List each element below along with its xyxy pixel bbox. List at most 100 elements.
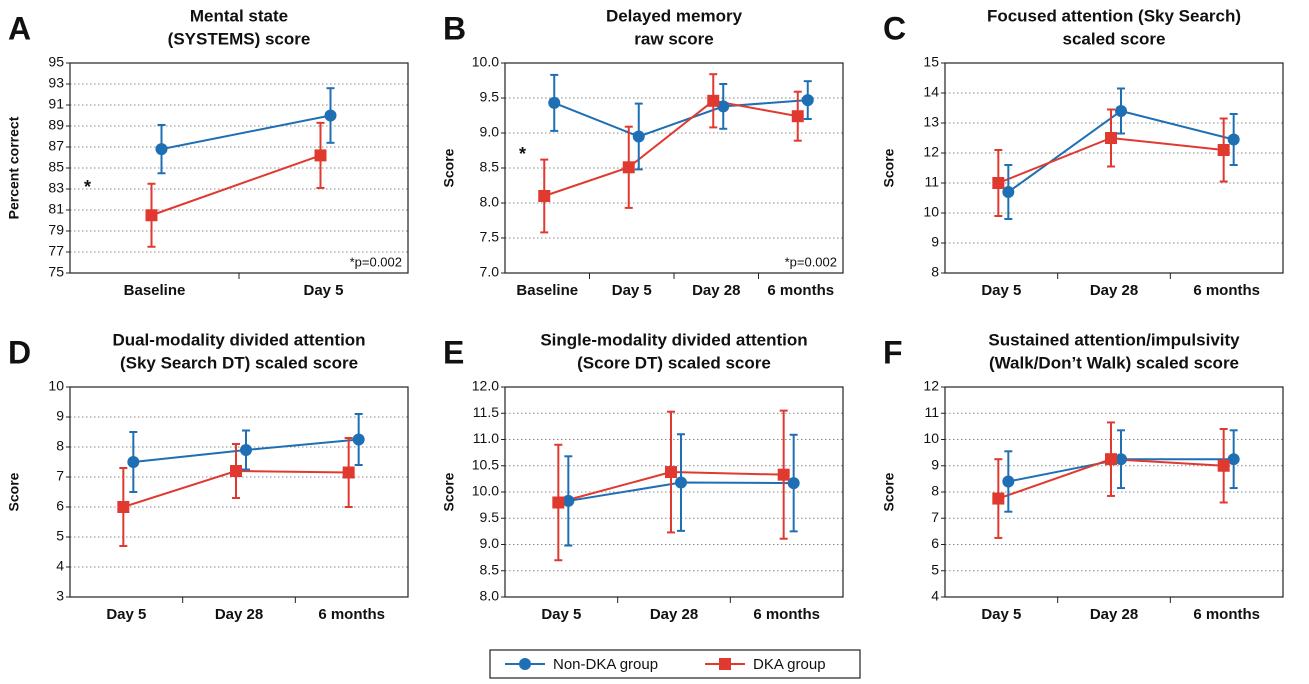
y-tick-label: 8 <box>56 438 64 454</box>
y-tick-label: 8.0 <box>480 588 500 604</box>
y-tick-label: 10 <box>48 378 64 394</box>
y-tick-label: 3 <box>56 588 64 604</box>
x-tick-label: Day 5 <box>541 606 581 623</box>
marker <box>1002 186 1015 198</box>
y-tick-label: 8 <box>931 264 939 280</box>
y-tick-label: 93 <box>48 75 64 91</box>
x-tick-label: 6 months <box>1193 282 1260 299</box>
legend-box <box>489 649 861 679</box>
x-tick-label: 6 months <box>1193 606 1260 623</box>
y-tick-label: 9.0 <box>480 124 500 140</box>
y-tick-label: 9 <box>56 408 64 424</box>
chart-title: Dual-modality divided attention <box>112 330 365 349</box>
y-tick-label: 12 <box>923 144 939 160</box>
panel-label: D <box>8 334 31 370</box>
legend-label: DKA group <box>753 656 826 673</box>
marker <box>155 143 168 156</box>
marker <box>1115 105 1127 117</box>
chart-title: Delayed memory <box>606 6 743 25</box>
y-tick-label: 6 <box>56 498 64 514</box>
panel-label: A <box>8 10 31 46</box>
y-tick-label: 87 <box>48 138 64 154</box>
y-axis-label: Score <box>881 148 897 187</box>
chart-title: Single-modality divided attention <box>540 330 807 349</box>
chart-title: raw score <box>634 29 713 48</box>
y-axis-label: Score <box>441 148 457 187</box>
x-tick-label: 6 months <box>767 282 834 299</box>
y-tick-label: 11 <box>924 404 939 420</box>
series-line <box>151 154 321 217</box>
marker <box>548 96 561 109</box>
chart-title: (Sky Search DT) scaled score <box>120 353 358 372</box>
y-tick-label: 79 <box>48 222 64 238</box>
y-tick-label: 85 <box>48 159 64 175</box>
x-tick-label: Day 5 <box>981 282 1021 299</box>
y-tick-label: 89 <box>48 117 64 133</box>
marker <box>1217 459 1230 472</box>
panel-label: F <box>883 334 903 370</box>
y-tick-label: 9.0 <box>480 535 500 551</box>
marker <box>675 476 687 489</box>
panel-label: E <box>443 334 464 370</box>
marker <box>707 94 720 107</box>
marker <box>117 501 130 513</box>
marker <box>538 190 551 202</box>
x-tick-label: Day 28 <box>215 606 263 623</box>
marker <box>127 456 140 468</box>
y-tick-label: 5 <box>56 528 64 544</box>
y-tick-label: 11.5 <box>473 404 499 420</box>
marker <box>1227 133 1240 146</box>
chart-title: (Score DT) scaled score <box>577 353 771 372</box>
marker <box>1217 144 1230 156</box>
x-tick-label: Baseline <box>124 282 186 299</box>
chart-title: Sustained attention/impulsivity <box>988 330 1240 349</box>
y-axis-label: Score <box>6 472 22 511</box>
x-tick-label: Day 5 <box>612 282 652 299</box>
marker <box>622 161 635 174</box>
series-line <box>161 114 331 151</box>
marker <box>552 496 565 509</box>
plot-frame <box>69 386 409 598</box>
y-tick-label: 8.0 <box>480 194 500 210</box>
plot-frame <box>944 62 1284 274</box>
y-tick-label: 10 <box>923 204 939 220</box>
y-tick-label: 81 <box>48 201 64 217</box>
x-tick-label: 6 months <box>318 606 385 623</box>
series-line <box>543 99 798 197</box>
annotation: * <box>84 177 91 197</box>
marker <box>1227 453 1240 466</box>
marker <box>992 177 1005 189</box>
panel-label: C <box>883 10 906 46</box>
y-tick-label: 7 <box>931 509 939 525</box>
y-tick-label: 9.5 <box>480 89 500 105</box>
chart-title: scaled score <box>1062 29 1165 48</box>
chart-title: (Walk/Don’t Walk) scaled score <box>989 353 1239 372</box>
marker <box>352 433 365 446</box>
legend-marker <box>519 658 531 670</box>
marker <box>787 477 800 490</box>
legend-marker <box>719 658 731 670</box>
marker <box>145 209 158 222</box>
y-tick-label: 75 <box>48 264 64 280</box>
y-tick-label: 14 <box>923 84 939 100</box>
y-tick-label: 8 <box>931 483 939 499</box>
y-tick-label: 83 <box>48 180 64 196</box>
y-tick-label: 7.5 <box>480 229 500 245</box>
legend-label: Non-DKA group <box>553 656 658 673</box>
marker <box>777 468 790 481</box>
y-tick-label: 9 <box>931 234 939 250</box>
y-tick-label: 77 <box>48 243 64 259</box>
marker <box>1105 453 1117 466</box>
y-tick-label: 10.5 <box>472 456 499 472</box>
x-tick-label: Baseline <box>516 282 578 299</box>
x-tick-label: 6 months <box>753 606 820 623</box>
y-tick-label: 9 <box>931 456 939 472</box>
plot-frame <box>504 386 844 598</box>
y-tick-label: 7.0 <box>480 264 500 280</box>
x-tick-label: Day 28 <box>692 282 740 299</box>
marker <box>314 149 327 162</box>
y-tick-label: 6 <box>931 535 939 551</box>
y-tick-label: 91 <box>48 96 64 112</box>
marker <box>240 444 252 456</box>
